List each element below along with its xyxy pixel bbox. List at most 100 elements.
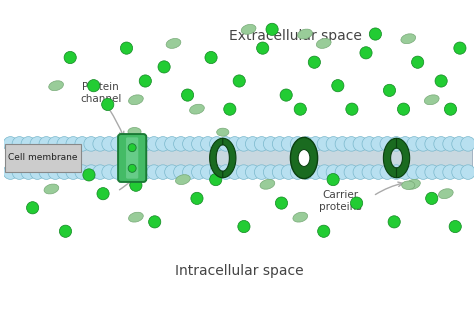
FancyBboxPatch shape bbox=[5, 144, 82, 172]
Ellipse shape bbox=[406, 179, 420, 189]
Circle shape bbox=[155, 165, 170, 179]
Circle shape bbox=[219, 137, 233, 151]
Circle shape bbox=[30, 165, 45, 179]
Ellipse shape bbox=[298, 29, 312, 39]
Circle shape bbox=[129, 165, 143, 179]
Circle shape bbox=[48, 165, 63, 179]
Text: Cell membrane: Cell membrane bbox=[9, 153, 78, 161]
Circle shape bbox=[173, 137, 188, 151]
Circle shape bbox=[84, 165, 99, 179]
Circle shape bbox=[238, 221, 250, 233]
Circle shape bbox=[219, 165, 233, 179]
Circle shape bbox=[452, 165, 466, 179]
Circle shape bbox=[191, 137, 206, 151]
Circle shape bbox=[308, 56, 320, 68]
Ellipse shape bbox=[44, 184, 59, 194]
Circle shape bbox=[275, 197, 288, 209]
Circle shape bbox=[75, 165, 90, 179]
Circle shape bbox=[317, 165, 332, 179]
Circle shape bbox=[246, 137, 260, 151]
Ellipse shape bbox=[260, 179, 275, 189]
Circle shape bbox=[281, 137, 296, 151]
Circle shape bbox=[111, 165, 126, 179]
Circle shape bbox=[158, 61, 170, 73]
PathPatch shape bbox=[383, 138, 397, 178]
Circle shape bbox=[407, 137, 421, 151]
Circle shape bbox=[264, 137, 278, 151]
Circle shape bbox=[461, 137, 474, 151]
Circle shape bbox=[21, 137, 36, 151]
Ellipse shape bbox=[217, 128, 229, 136]
Circle shape bbox=[39, 137, 54, 151]
Circle shape bbox=[12, 137, 27, 151]
Circle shape bbox=[64, 52, 76, 64]
Circle shape bbox=[317, 137, 332, 151]
Circle shape bbox=[39, 165, 54, 179]
Circle shape bbox=[452, 137, 466, 151]
Circle shape bbox=[57, 165, 72, 179]
Circle shape bbox=[83, 169, 95, 181]
Circle shape bbox=[57, 137, 72, 151]
Circle shape bbox=[102, 165, 117, 179]
Circle shape bbox=[205, 52, 217, 64]
Circle shape bbox=[294, 103, 306, 115]
Circle shape bbox=[443, 165, 457, 179]
Circle shape bbox=[380, 165, 394, 179]
Circle shape bbox=[273, 165, 287, 179]
Circle shape bbox=[3, 165, 18, 179]
Circle shape bbox=[346, 103, 358, 115]
Circle shape bbox=[389, 165, 403, 179]
Circle shape bbox=[299, 165, 314, 179]
Circle shape bbox=[128, 164, 136, 172]
Circle shape bbox=[3, 137, 18, 151]
Circle shape bbox=[75, 137, 90, 151]
Circle shape bbox=[120, 165, 134, 179]
Ellipse shape bbox=[438, 189, 453, 199]
FancyBboxPatch shape bbox=[118, 134, 146, 182]
Circle shape bbox=[416, 165, 430, 179]
Circle shape bbox=[111, 137, 126, 151]
Circle shape bbox=[255, 165, 269, 179]
Circle shape bbox=[164, 137, 179, 151]
Circle shape bbox=[182, 165, 197, 179]
Circle shape bbox=[398, 165, 412, 179]
Circle shape bbox=[449, 221, 461, 233]
Circle shape bbox=[425, 165, 439, 179]
Circle shape bbox=[388, 216, 400, 228]
Circle shape bbox=[350, 197, 363, 209]
Circle shape bbox=[164, 165, 179, 179]
Circle shape bbox=[290, 137, 305, 151]
Circle shape bbox=[97, 188, 109, 200]
FancyBboxPatch shape bbox=[126, 137, 138, 179]
Circle shape bbox=[326, 137, 341, 151]
Circle shape bbox=[201, 165, 215, 179]
Circle shape bbox=[255, 137, 269, 151]
Circle shape bbox=[48, 137, 63, 151]
Circle shape bbox=[308, 165, 323, 179]
Circle shape bbox=[173, 165, 188, 179]
Circle shape bbox=[155, 137, 170, 151]
Circle shape bbox=[332, 80, 344, 92]
Circle shape bbox=[210, 137, 224, 151]
Circle shape bbox=[264, 165, 278, 179]
Circle shape bbox=[266, 23, 278, 35]
Circle shape bbox=[443, 137, 457, 151]
Circle shape bbox=[88, 80, 100, 92]
Circle shape bbox=[27, 202, 39, 214]
Circle shape bbox=[434, 165, 448, 179]
Circle shape bbox=[102, 137, 117, 151]
Circle shape bbox=[129, 137, 143, 151]
Circle shape bbox=[290, 165, 305, 179]
Circle shape bbox=[191, 165, 206, 179]
Circle shape bbox=[461, 165, 474, 179]
Circle shape bbox=[182, 89, 194, 101]
Ellipse shape bbox=[166, 39, 181, 48]
Circle shape bbox=[353, 137, 368, 151]
Circle shape bbox=[383, 84, 396, 96]
Circle shape bbox=[147, 137, 161, 151]
Circle shape bbox=[233, 75, 246, 87]
Ellipse shape bbox=[291, 137, 318, 179]
Circle shape bbox=[416, 137, 430, 151]
Circle shape bbox=[371, 165, 385, 179]
Ellipse shape bbox=[293, 212, 308, 222]
